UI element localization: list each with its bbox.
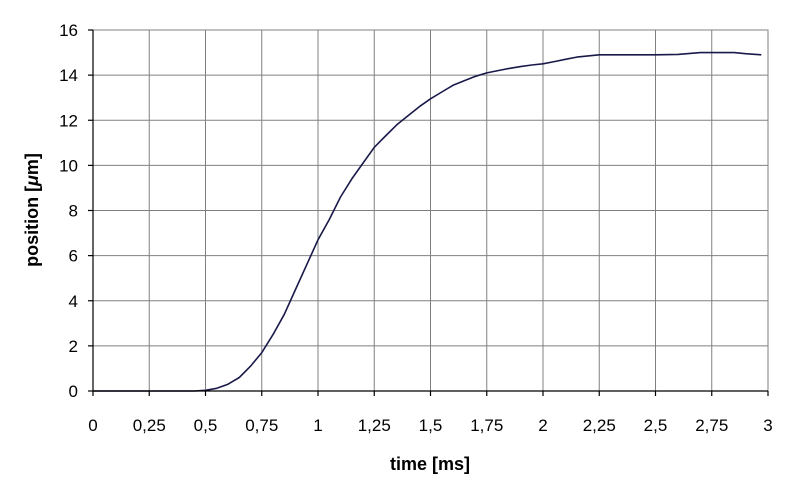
x-axis-label: time [ms] [390,454,470,474]
position-series-line [93,51,762,392]
x-tick-label: 1 [313,416,322,435]
y-tick-label: 12 [59,111,78,130]
x-tick-label: 2,75 [695,416,728,435]
x-tick-label: 0,75 [245,416,278,435]
x-tick-label: 2,5 [644,416,668,435]
x-tick-label: 0 [88,416,97,435]
x-tick-label: 1,75 [470,416,503,435]
y-axis-label: position [μm] [22,153,42,267]
y-tick-label: 4 [69,292,78,311]
x-tick-label: 2,25 [583,416,616,435]
y-axis-label-unit-symbol: μ [22,175,42,187]
y-tick-label: 16 [59,21,78,40]
x-tick-label: 0,5 [194,416,218,435]
grid [93,30,768,391]
axes [88,29,769,396]
x-tick-label: 2 [538,416,547,435]
x-tick-labels: 0 0,25 0,5 0,75 1 1,25 1,5 1,75 2 2,25 2,5 2,75 3 [88,416,772,435]
y-tick-label: 6 [69,247,78,266]
y-tick-label: 14 [59,66,78,85]
y-axis-label-prefix: position [ [22,186,42,267]
y-tick-label: 0 [69,382,78,401]
y-tick-label: 2 [69,337,78,356]
x-tick-label: 0,25 [133,416,166,435]
x-tick-label: 1,25 [358,416,391,435]
y-tick-label: 8 [69,202,78,221]
y-tick-labels: 0 2 4 6 8 10 12 14 16 [59,21,78,401]
x-tick-label: 3 [763,416,772,435]
y-tick-label: 10 [59,156,78,175]
x-tick-label: 1,5 [419,416,443,435]
y-axis-label-suffix: m] [22,153,42,175]
